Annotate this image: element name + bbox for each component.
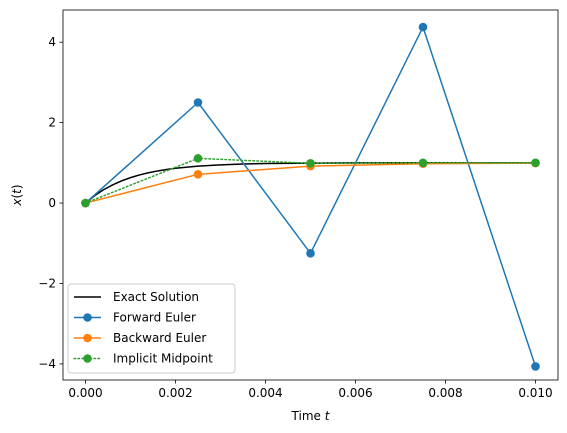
- legend-marker: [83, 354, 92, 363]
- data-point-forward-euler: [418, 22, 428, 32]
- plot-frame: [62, 9, 559, 381]
- legend-label: Implicit Midpoint: [113, 352, 213, 366]
- data-point-implicit-midpoint: [418, 158, 428, 168]
- data-point-forward-euler: [306, 249, 315, 258]
- legend-label: Forward Euler: [113, 311, 196, 325]
- x-axis-label: Time t: [291, 409, 331, 423]
- plot-area: [81, 22, 540, 371]
- y-tick-label: −4: [38, 357, 56, 371]
- y-tick-label: −2: [38, 276, 56, 290]
- y-axis-label-close: ): [10, 184, 24, 189]
- x-tick-label: 0.002: [158, 386, 192, 400]
- legend-marker: [83, 313, 92, 322]
- y-tick-label: 0: [48, 196, 56, 210]
- x-tick-label: 0.004: [248, 386, 282, 400]
- y-axis-label-arg: t: [10, 188, 24, 194]
- x-tick-label: 0.006: [338, 386, 372, 400]
- legend-entry-implicit-midpoint: Implicit Midpoint: [73, 352, 213, 366]
- legend-entry-backward-euler: Backward Euler: [74, 331, 206, 345]
- legend-marker: [83, 333, 92, 343]
- x-tick-label: 0.000: [68, 386, 102, 400]
- x-tick-label: 0.008: [428, 386, 462, 400]
- data-point-backward-euler: [193, 170, 203, 179]
- legend-label: Exact Solution: [113, 290, 199, 304]
- data-point-implicit-midpoint: [531, 158, 540, 168]
- y-axis-label-var: x: [10, 198, 24, 207]
- x-tick-label: 0.010: [518, 386, 552, 400]
- data-point-implicit-midpoint: [81, 198, 90, 208]
- legend: Exact Solution Forward Euler Backward Eule…: [67, 283, 236, 374]
- data-point-forward-euler: [531, 362, 540, 371]
- legend-entry-forward-euler: Forward Euler: [74, 311, 196, 325]
- data-point-implicit-midpoint: [193, 154, 203, 163]
- legend-entry-exact-solution: Exact Solution: [74, 290, 199, 304]
- x-axis-label-var: t: [325, 409, 331, 423]
- axis-ticks: 0.000 0.002 0.004 0.006 0.008 0.010 −4 −2 0 2 4: [38, 35, 552, 400]
- y-axis-label-open: (: [10, 194, 24, 199]
- data-point-implicit-midpoint: [306, 159, 315, 168]
- y-axis-label: x(t): [10, 184, 24, 206]
- legend-label: Backward Euler: [113, 331, 206, 345]
- data-point-forward-euler: [193, 98, 203, 107]
- y-tick-label: 4: [48, 35, 56, 49]
- x-axis-label-text: Time: [291, 409, 325, 423]
- y-tick-label: 2: [48, 116, 56, 130]
- legend-box: [67, 283, 236, 374]
